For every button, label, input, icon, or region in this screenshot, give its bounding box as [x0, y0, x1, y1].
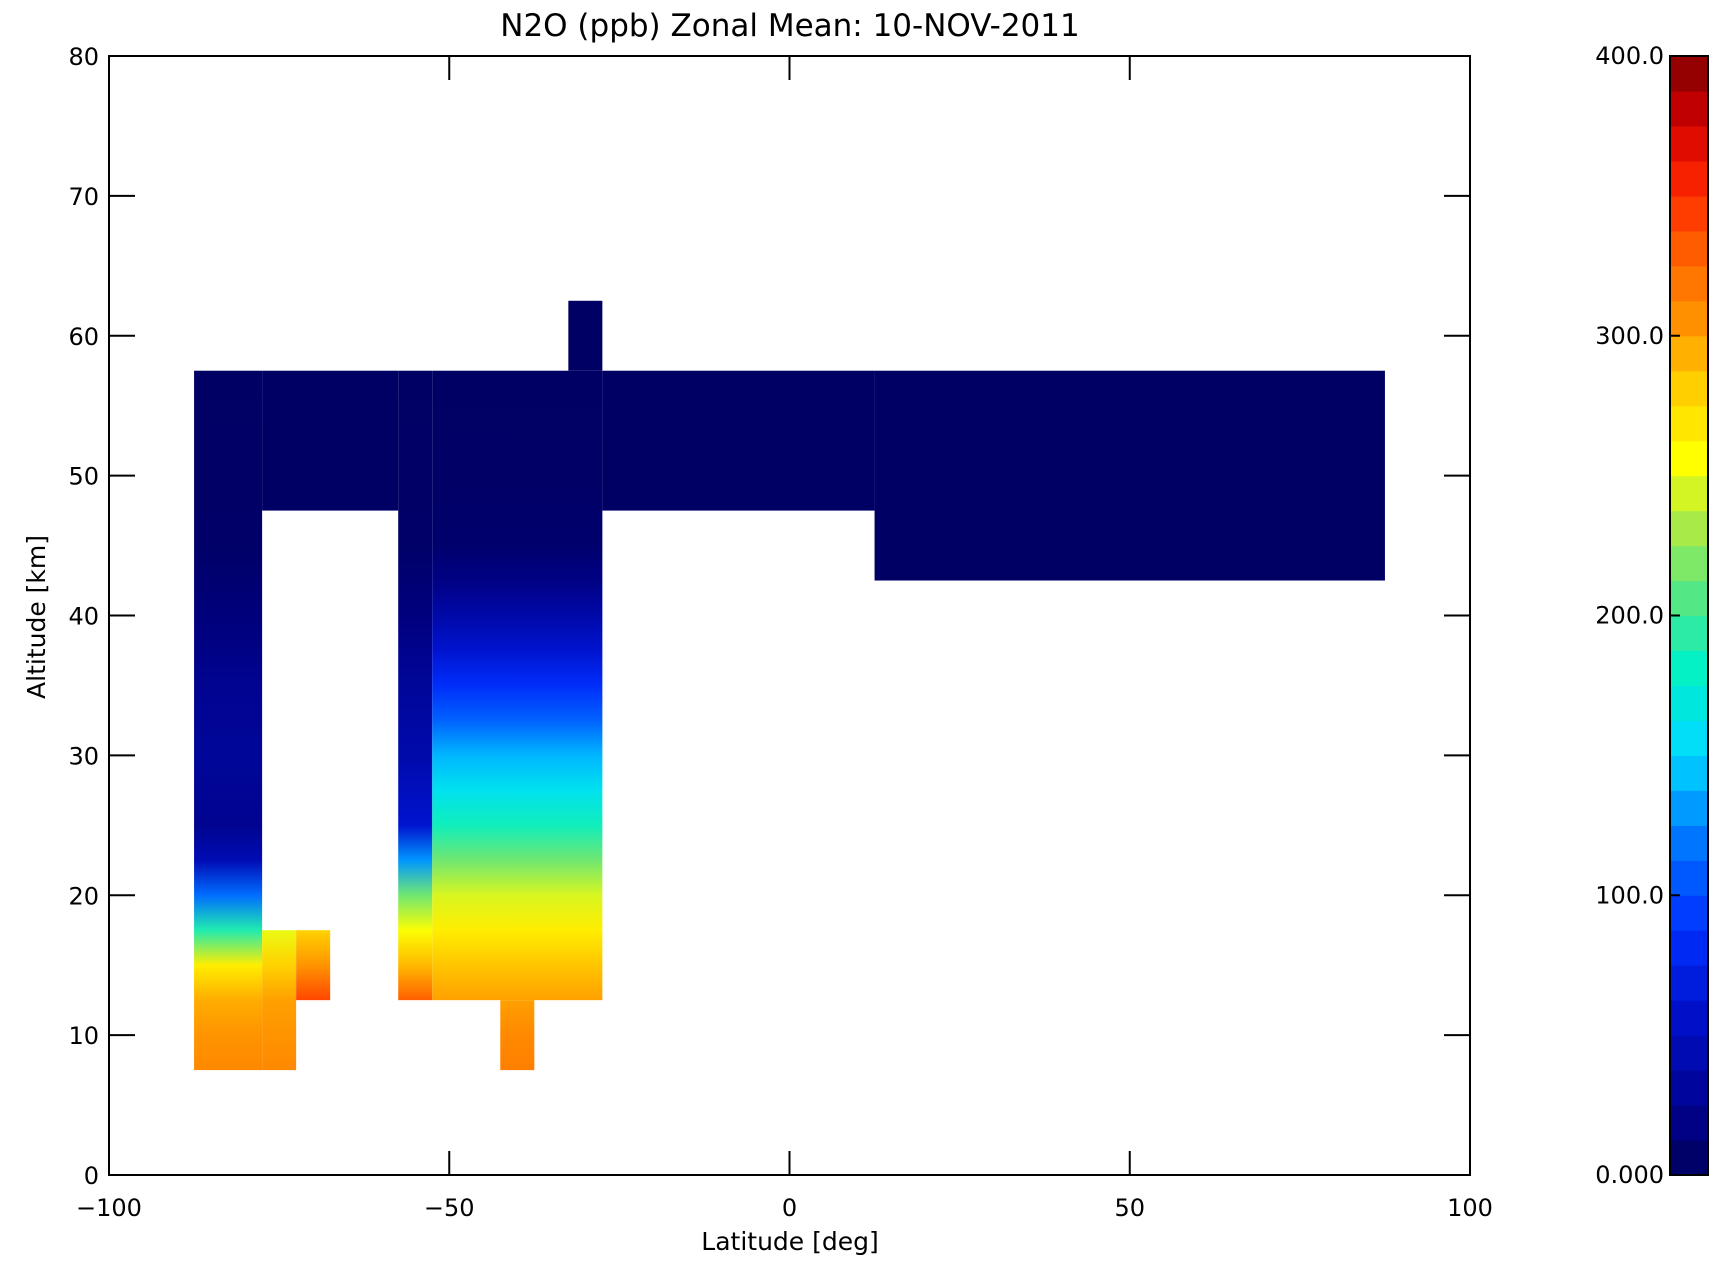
data-band: [296, 930, 331, 1001]
data-band: [874, 370, 1385, 581]
colorbar-segment: [1670, 1000, 1708, 1036]
data-band: [262, 930, 297, 1071]
colorbar-segment: [1670, 90, 1708, 127]
colorbar-tick-label: 300.0: [1595, 322, 1664, 350]
data-band: [500, 1000, 535, 1071]
colorbar-segment: [1670, 265, 1708, 302]
colorbar-segment: [1670, 475, 1708, 512]
y-tick-label: 40: [68, 603, 99, 631]
colorbar-segment: [1670, 895, 1708, 931]
colorbar-segment: [1670, 755, 1708, 791]
y-tick-label: 80: [68, 43, 99, 71]
chart-title: N2O (ppb) Zonal Mean: 10-NOV-2011: [500, 8, 1079, 44]
colorbar-tick-label: 200.0: [1595, 602, 1664, 630]
data-band: [602, 370, 875, 511]
y-axis-title: Altitude [km]: [22, 535, 51, 699]
colorbar-segment: [1670, 230, 1708, 267]
colorbar-segment: [1670, 615, 1708, 652]
data-band: [194, 370, 263, 1071]
y-tick-label: 70: [68, 183, 99, 211]
data-band: [432, 370, 603, 1001]
colorbar-segment: [1670, 1105, 1708, 1141]
colorbar-segment: [1670, 860, 1708, 896]
colorbar-tick-label: 400.0: [1595, 42, 1664, 70]
colorbar-segment: [1670, 1035, 1708, 1071]
x-tick-label: 50: [1114, 1194, 1145, 1222]
y-axis: 0 10 20 30 40 50 60 70 80: [68, 43, 1470, 1190]
colorbar-segment: [1670, 1070, 1708, 1106]
x-axis: −100 −50 0 50 100: [76, 56, 1493, 1222]
colorbar-segment: [1670, 580, 1708, 617]
data-band: [568, 300, 603, 371]
x-tick-label: 100: [1447, 1194, 1493, 1222]
colorbar-segment: [1670, 335, 1708, 372]
y-tick-label: 20: [68, 882, 99, 910]
y-tick-label: 10: [68, 1022, 99, 1050]
data-band: [398, 370, 433, 1001]
colorbar-tick-label: 100.0: [1595, 881, 1664, 909]
x-tick-label: 0: [782, 1194, 797, 1222]
x-axis-title: Latitude [deg]: [701, 1227, 878, 1256]
colorbar-segment: [1670, 160, 1708, 197]
colorbar-segment: [1670, 650, 1708, 687]
y-tick-label: 50: [68, 463, 99, 491]
colorbar-segment: [1670, 720, 1708, 756]
plot-data-area: [194, 300, 1385, 1071]
colorbar-segment: [1670, 510, 1708, 547]
colorbar-segment: [1670, 790, 1708, 826]
colorbar-segment: [1670, 1140, 1708, 1176]
y-tick-label: 0: [84, 1162, 99, 1190]
colorbar-segment: [1670, 300, 1708, 337]
colorbar-segment: [1670, 370, 1708, 407]
colorbar-segment: [1670, 545, 1708, 582]
colorbar: 0.000 100.0 200.0 300.0 400.0: [1595, 42, 1709, 1189]
plot-frame: [108, 55, 1471, 1176]
colorbar-segment: [1670, 685, 1708, 722]
colorbar-segment: [1670, 930, 1708, 966]
colorbar-segment: [1670, 965, 1708, 1001]
colorbar-segment: [1670, 56, 1708, 92]
y-tick-label: 60: [68, 323, 99, 351]
colorbar-segment: [1670, 195, 1708, 232]
colorbar-segment: [1670, 125, 1708, 162]
colorbar-segment: [1670, 440, 1708, 477]
colorbar-tick-label: 0.000: [1595, 1161, 1664, 1189]
y-tick-label: 30: [68, 742, 99, 770]
x-tick-label: −100: [76, 1194, 142, 1222]
colorbar-segment: [1670, 825, 1708, 861]
x-tick-label: −50: [424, 1194, 475, 1222]
colorbar-segment: [1670, 405, 1708, 442]
data-band: [262, 370, 399, 511]
